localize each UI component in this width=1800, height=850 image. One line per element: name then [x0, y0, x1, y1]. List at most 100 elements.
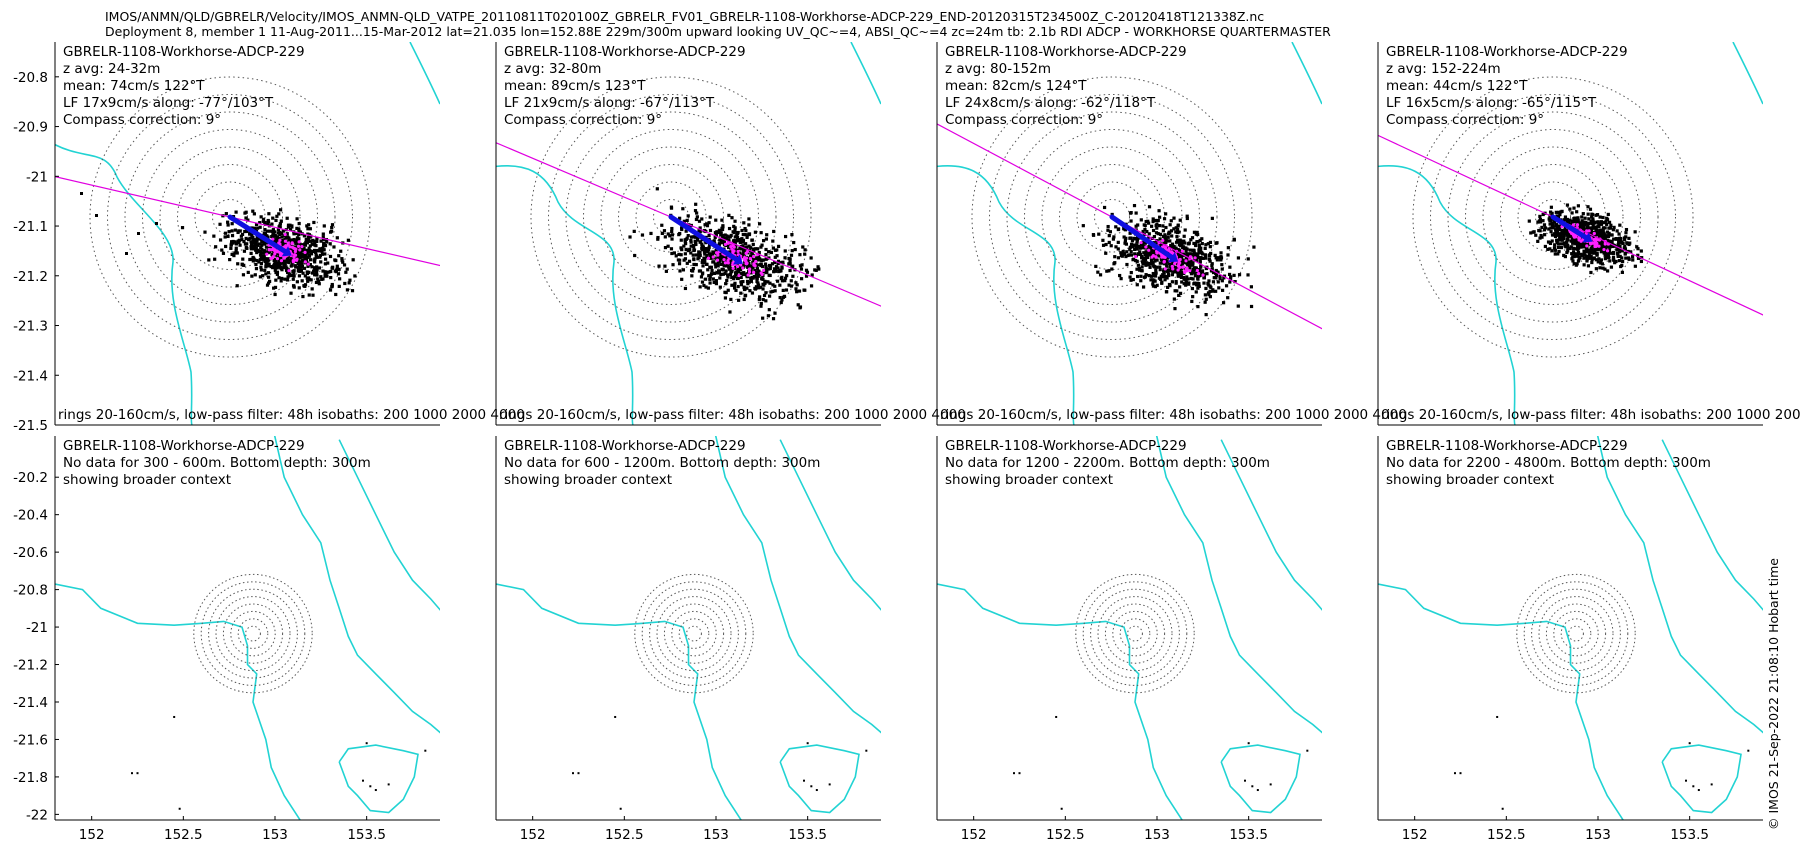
- raw-point: [264, 272, 268, 276]
- raw-point: [1124, 254, 1128, 259]
- raw-point: [330, 282, 334, 287]
- raw-point: [741, 272, 745, 277]
- raw-point: [1199, 271, 1203, 275]
- raw-point: [1572, 254, 1576, 259]
- raw-point: [701, 264, 705, 268]
- raw-point: [1610, 239, 1614, 243]
- mooring-dot: [178, 807, 181, 810]
- raw-point: [289, 258, 293, 262]
- raw-point: [212, 234, 216, 238]
- raw-point: [1219, 258, 1223, 262]
- raw-point: [1157, 209, 1161, 213]
- speed-ring-160cms: [89, 76, 371, 358]
- raw-point: [783, 276, 788, 280]
- raw-point: [1568, 207, 1572, 211]
- raw-point: [727, 213, 731, 217]
- raw-point: [691, 243, 696, 248]
- raw-point: [268, 279, 272, 283]
- raw-point: [1203, 293, 1207, 297]
- lowpass-point: [714, 251, 719, 255]
- raw-point: [735, 239, 739, 243]
- raw-point: [1595, 213, 1600, 217]
- raw-point: [1204, 256, 1208, 260]
- raw-point: [771, 283, 775, 287]
- raw-point: [759, 231, 763, 235]
- raw-point: [700, 272, 705, 276]
- raw-point: [290, 238, 294, 242]
- raw-point: [307, 246, 311, 250]
- raw-point: [732, 224, 736, 228]
- raw-point: [1197, 283, 1201, 287]
- raw-point: [1101, 243, 1106, 247]
- raw-point: [1172, 270, 1176, 274]
- raw-point: [783, 249, 787, 253]
- raw-point: [1582, 256, 1586, 260]
- raw-point: [278, 225, 282, 229]
- raw-point: [220, 248, 224, 252]
- raw-point: [698, 285, 702, 289]
- raw-point: [1620, 240, 1624, 245]
- lowpass-point: [723, 242, 728, 247]
- raw-point: [773, 255, 777, 259]
- mooring-dot: [1697, 789, 1700, 792]
- raw-point: [716, 263, 720, 267]
- lowpass-point: [747, 270, 752, 274]
- raw-point: [1122, 227, 1126, 231]
- raw-point: [1602, 245, 1606, 249]
- raw-point: [1134, 243, 1139, 247]
- raw-point: [779, 300, 783, 305]
- raw-point: [315, 236, 319, 241]
- raw-point: [1185, 216, 1189, 221]
- raw-point: [323, 272, 327, 277]
- raw-point: [248, 236, 252, 240]
- raw-point: [1175, 266, 1180, 270]
- raw-point: [683, 240, 687, 244]
- raw-point: [1191, 261, 1195, 265]
- raw-point: [1108, 230, 1113, 234]
- raw-point: [1611, 228, 1615, 232]
- raw-point: [1570, 219, 1574, 224]
- raw-point: [315, 265, 319, 269]
- raw-point: [700, 242, 704, 246]
- raw-point: [742, 297, 746, 302]
- raw-point: [1633, 264, 1637, 268]
- raw-point: [1168, 239, 1172, 243]
- raw-point: [303, 255, 307, 259]
- raw-point: [226, 220, 230, 224]
- raw-point: [286, 260, 290, 264]
- raw-point: [1222, 274, 1227, 278]
- y-tick-label-bottom: -20.8: [13, 583, 48, 599]
- raw-point: [301, 271, 305, 275]
- raw-point: [764, 267, 768, 271]
- raw-point: [317, 266, 322, 270]
- lowpass-point: [287, 269, 291, 273]
- raw-point: [756, 281, 760, 285]
- lowpass-point: [737, 273, 741, 278]
- raw-point: [733, 228, 737, 232]
- mean-velocity-arrowhead: [281, 246, 292, 257]
- speed-ring: [245, 625, 261, 642]
- raw-point: [1128, 236, 1132, 240]
- raw-point: [776, 261, 780, 266]
- panel-stat-line-2: showing broader context: [63, 472, 231, 488]
- raw-point: [265, 234, 269, 238]
- raw-point: [1189, 238, 1193, 242]
- raw-point: [285, 266, 289, 271]
- raw-point: [813, 268, 817, 272]
- raw-point: [1534, 233, 1538, 237]
- raw-point: [277, 261, 281, 265]
- raw-point: [752, 249, 756, 253]
- raw-point: [279, 266, 283, 271]
- raw-point: [764, 291, 768, 295]
- mooring-dot: [806, 742, 809, 745]
- raw-point: [766, 250, 771, 254]
- x-tick-label: 152.5: [164, 827, 203, 843]
- raw-point: [711, 250, 715, 254]
- raw-point: [309, 278, 313, 282]
- raw-point: [754, 270, 758, 274]
- lowpass-point: [736, 249, 740, 254]
- panel-instrument-label: GBRELR-1108-Workhorse-ADCP-229: [504, 44, 746, 60]
- raw-point: [328, 254, 333, 259]
- raw-point: [1599, 220, 1604, 224]
